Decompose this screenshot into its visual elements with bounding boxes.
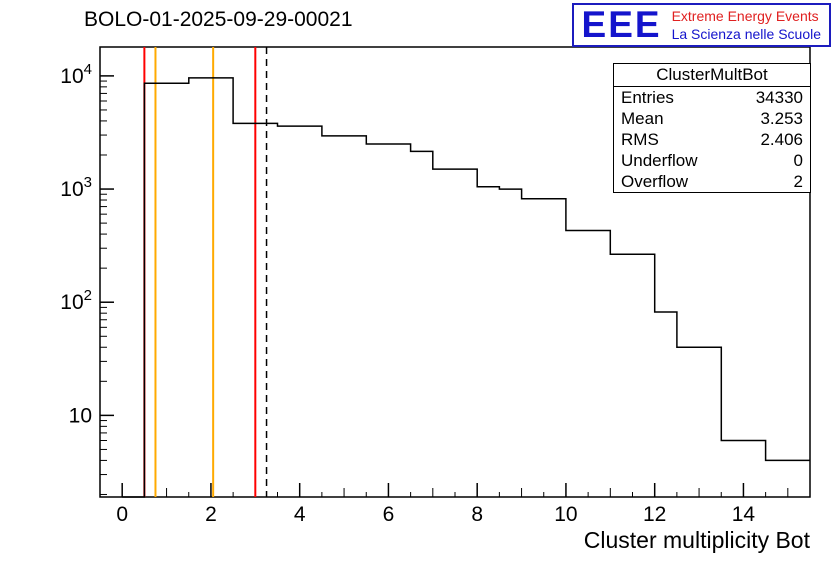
stats-label: Entries (621, 88, 674, 107)
stats-label: Overflow (621, 172, 689, 191)
stats-value: 3.253 (760, 109, 803, 128)
stats-box-title: ClusterMultBot (614, 64, 810, 87)
stats-value: 2 (793, 172, 803, 191)
stats-row-overflow: Overflow 2 (614, 171, 810, 192)
page-title: BOLO-01-2025-09-29-00021 (84, 8, 353, 31)
x-tick-label: 14 (732, 503, 756, 526)
stats-label: Underflow (621, 151, 698, 170)
stats-value: 2.406 (760, 130, 803, 149)
stats-label: Mean (621, 109, 664, 128)
stats-box: ClusterMultBot Entries 34330 Mean 3.253 … (613, 63, 811, 193)
stats-row-mean: Mean 3.253 (614, 108, 810, 129)
x-tick-label: 4 (294, 503, 306, 526)
histogram-line (122, 77, 810, 498)
x-tick-label: 6 (383, 503, 395, 526)
y-tick-label: 103 (60, 174, 92, 201)
stats-row-entries: Entries 34330 (614, 87, 810, 108)
eee-logo-letters: EEE (581, 3, 662, 45)
y-tick-label: 10 (69, 404, 92, 427)
stats-value: 34330 (755, 88, 803, 107)
eee-logo: EEE Extreme Energy Events La Scienza nel… (571, 3, 831, 48)
y-tick-label: 104 (60, 61, 92, 88)
stats-row-rms: RMS 2.406 (614, 129, 810, 150)
x-tick-label: 0 (116, 503, 128, 526)
x-axis-title: Cluster multiplicity Bot (583, 527, 810, 553)
x-tick-label: 10 (554, 503, 577, 526)
eee-logo-text: Extreme Energy Events La Scienza nelle S… (672, 5, 821, 43)
stats-value: 0 (793, 151, 803, 170)
x-tick-label: 12 (643, 503, 666, 526)
x-tick-label: 8 (471, 503, 483, 526)
stats-label: RMS (621, 130, 659, 149)
x-tick-label: 2 (205, 503, 217, 526)
stats-row-underflow: Underflow 0 (614, 150, 810, 171)
eee-logo-subtitle-it: La Scienza nelle Scuole (671, 26, 821, 43)
y-tick-label: 102 (60, 287, 92, 314)
eee-logo-subtitle-en: Extreme Energy Events (671, 8, 819, 24)
